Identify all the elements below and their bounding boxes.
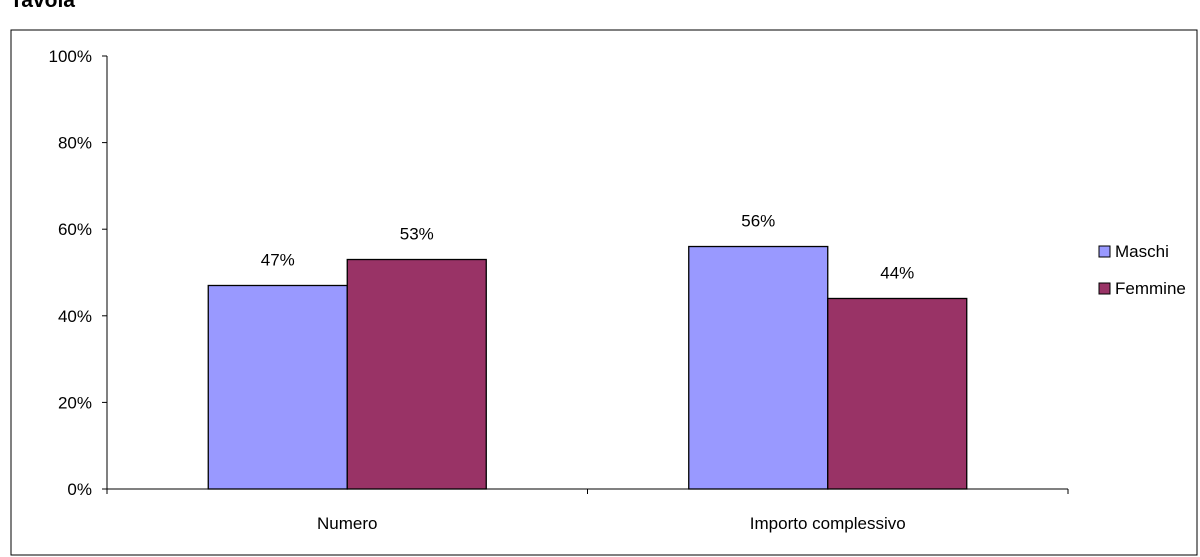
y-tick-label: 20% <box>58 393 92 412</box>
y-tick-label: 80% <box>58 134 92 153</box>
x-category-label: Importo complessivo <box>750 514 906 533</box>
x-category-label: Numero <box>317 514 377 533</box>
y-tick-label: 100% <box>49 47 92 66</box>
bar-maschi-2 <box>688 245 829 490</box>
y-tick-label: 0% <box>67 480 92 499</box>
data-label: 56% <box>741 212 775 231</box>
y-tick-label: 60% <box>58 220 92 239</box>
chart-frame <box>10 29 1198 556</box>
chart-value-labels: 47% 53% 56% 44% <box>261 212 915 283</box>
chart-title: Tavola <box>10 0 75 12</box>
data-label: 53% <box>400 225 434 244</box>
legend-swatch-maschi <box>1098 245 1111 258</box>
chart-axes: 0% 20% 40% 60% 80% 100% Numero Importo compless… <box>49 47 1069 533</box>
y-tick-label: 40% <box>58 307 92 326</box>
bar-femmine-2 <box>827 297 968 490</box>
bar-femmine-1 <box>346 258 487 490</box>
data-label: 47% <box>261 250 295 269</box>
bar-maschi-1 <box>207 284 348 490</box>
chart-legend: Maschi Femmine <box>1098 242 1186 298</box>
chart-bars <box>207 245 968 490</box>
legend-label-femmine: Femmine <box>1115 279 1186 298</box>
chart-title-fragment: Tavola <box>10 0 75 12</box>
legend-swatch-femmine <box>1098 282 1111 295</box>
data-label: 44% <box>880 263 914 282</box>
legend-label-maschi: Maschi <box>1115 242 1169 261</box>
